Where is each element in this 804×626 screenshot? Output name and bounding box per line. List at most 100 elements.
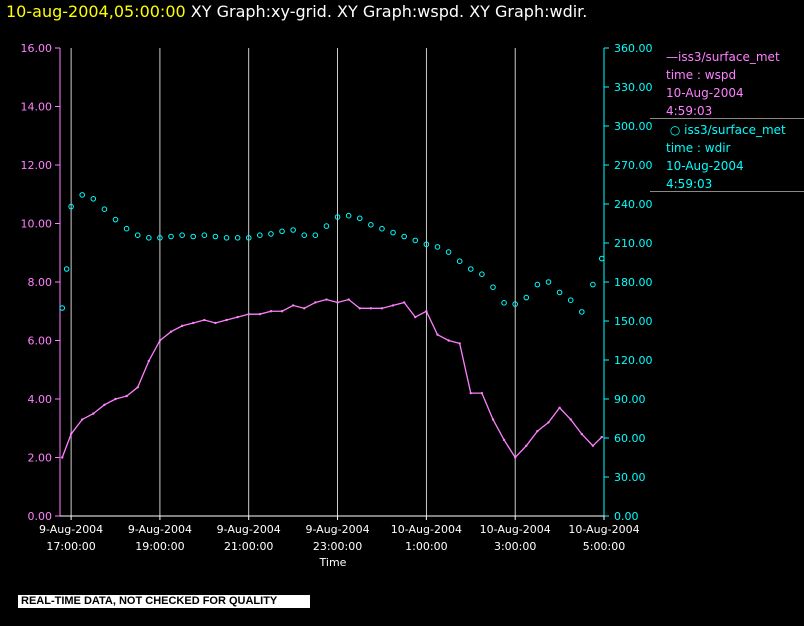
data-point-wdir	[90, 196, 97, 202]
y-right-tick-label: 210.00	[614, 237, 653, 250]
data-point-wdir	[179, 232, 185, 238]
data-point-wdir	[578, 309, 585, 315]
data-point-wdir	[390, 229, 396, 236]
data-point-wdir	[68, 203, 74, 210]
y-left-tick-label: 4.00	[28, 393, 53, 406]
legend-wdir-time: 4:59:03	[666, 177, 713, 191]
y-left-tick-label: 10.00	[21, 218, 53, 231]
legend-separator	[650, 191, 804, 192]
data-point-wspd	[547, 421, 550, 424]
data-point-wspd	[314, 301, 317, 304]
data-point-wspd	[247, 312, 250, 316]
data-point-wspd	[414, 315, 417, 319]
data-point-wdir	[134, 232, 141, 238]
data-point-wspd	[569, 418, 572, 421]
x-tick-label-time: 17:00:00	[46, 540, 95, 553]
data-point-wdir	[146, 235, 152, 241]
data-point-wspd	[391, 304, 395, 307]
data-point-wspd	[236, 315, 239, 319]
legend-wdir: ○ iss3/surface_met time : wdir 10-Aug-20…	[666, 121, 786, 193]
data-point-wdir	[512, 301, 518, 307]
data-point-wspd	[125, 394, 128, 398]
data-point-wspd	[114, 397, 117, 401]
data-point-wdir	[157, 235, 163, 241]
y-right-tick-label: 360.00	[614, 42, 653, 55]
data-point-wdir	[423, 241, 430, 248]
x-tick-label-date: 10-Aug-2004	[391, 523, 462, 536]
data-point-wdir	[212, 233, 219, 240]
data-point-wdir	[379, 225, 385, 232]
data-point-wspd	[225, 318, 228, 322]
y-left-tick-label: 8.00	[28, 276, 53, 289]
x-tick-label-date: 9-Aug-2004	[128, 523, 192, 536]
legend-separator	[650, 118, 804, 119]
data-point-wdir	[59, 305, 66, 311]
data-point-wspd	[502, 438, 506, 442]
y-right-tick-label: 300.00	[614, 120, 653, 133]
x-tick-label-date: 9-Aug-2004	[217, 523, 281, 536]
y-right-tick-label: 270.00	[614, 159, 653, 172]
data-point-wspd	[92, 412, 95, 415]
data-point-wspd	[69, 432, 73, 436]
data-point-wspd	[158, 339, 162, 342]
data-point-wspd	[336, 301, 339, 304]
data-point-wspd	[203, 318, 206, 322]
data-point-wdir	[434, 244, 441, 250]
data-point-wspd	[147, 359, 151, 363]
data-point-wspd	[291, 304, 295, 307]
y-right-tick-label: 30.00	[614, 471, 646, 484]
quality-disclaimer: REAL-TIME DATA, NOT CHECKED FOR QUALITY	[18, 595, 310, 608]
data-point-wspd	[536, 429, 539, 433]
x-tick-label-time: 5:00:00	[583, 540, 625, 553]
x-tick-label-date: 10-Aug-2004	[480, 523, 551, 536]
y-right-tick-label: 0.00	[614, 510, 639, 523]
x-tick-label-date: 10-Aug-2004	[568, 523, 639, 536]
x-axis-label: Time	[319, 556, 347, 569]
y-left-tick-label: 0.00	[28, 510, 53, 523]
data-point-wspd	[380, 307, 384, 310]
data-point-wspd	[369, 307, 373, 310]
data-point-wdir	[523, 294, 530, 301]
data-point-wspd	[480, 391, 484, 395]
data-point-wspd	[513, 456, 517, 459]
legend-wspd: —iss3/surface_met time : wspd 10-Aug-200…	[666, 48, 780, 120]
data-point-wdir	[201, 232, 208, 238]
data-point-wdir	[223, 235, 230, 241]
data-point-wdir	[234, 235, 241, 241]
title-timestamp: 10-aug-2004,05:00:00	[6, 2, 186, 21]
data-point-wdir	[168, 233, 174, 240]
y-right-tick-label: 120.00	[614, 354, 653, 367]
x-tick-label-time: 3:00:00	[494, 540, 536, 553]
data-point-wspd	[169, 330, 173, 333]
x-tick-label-time: 21:00:00	[224, 540, 273, 553]
legend-wspd-time: 4:59:03	[666, 104, 713, 118]
data-point-wspd	[269, 310, 273, 313]
data-point-wspd	[436, 333, 439, 336]
data-point-wspd	[303, 307, 306, 310]
data-point-wdir	[323, 223, 330, 229]
data-point-wdir	[501, 300, 507, 306]
data-point-wdir	[456, 258, 463, 265]
y-left-tick-label: 12.00	[21, 159, 53, 172]
title-graph-list: XY Graph:xy-grid. XY Graph:wspd. XY Grap…	[190, 2, 588, 21]
x-tick-label-time: 19:00:00	[135, 540, 184, 553]
data-point-wdir	[445, 249, 452, 255]
data-point-wdir	[598, 255, 605, 262]
y-right-tick-label: 150.00	[614, 315, 653, 328]
y-right-tick-label: 90.00	[614, 393, 646, 406]
data-point-wdir	[257, 232, 263, 238]
data-point-wdir	[356, 215, 363, 222]
data-point-wspd	[591, 444, 595, 447]
data-point-wdir	[190, 233, 197, 240]
data-point-wdir	[112, 216, 119, 223]
data-point-wdir	[301, 232, 308, 238]
y-left-tick-label: 6.00	[28, 335, 53, 348]
data-point-wdir	[345, 212, 352, 219]
data-point-wspd	[180, 324, 184, 328]
x-tick-label-date: 9-Aug-2004	[305, 523, 369, 536]
data-point-wspd	[192, 321, 195, 325]
y-left-tick-label: 16.00	[21, 42, 53, 55]
data-point-wspd	[214, 321, 217, 325]
data-point-wdir	[556, 289, 563, 296]
